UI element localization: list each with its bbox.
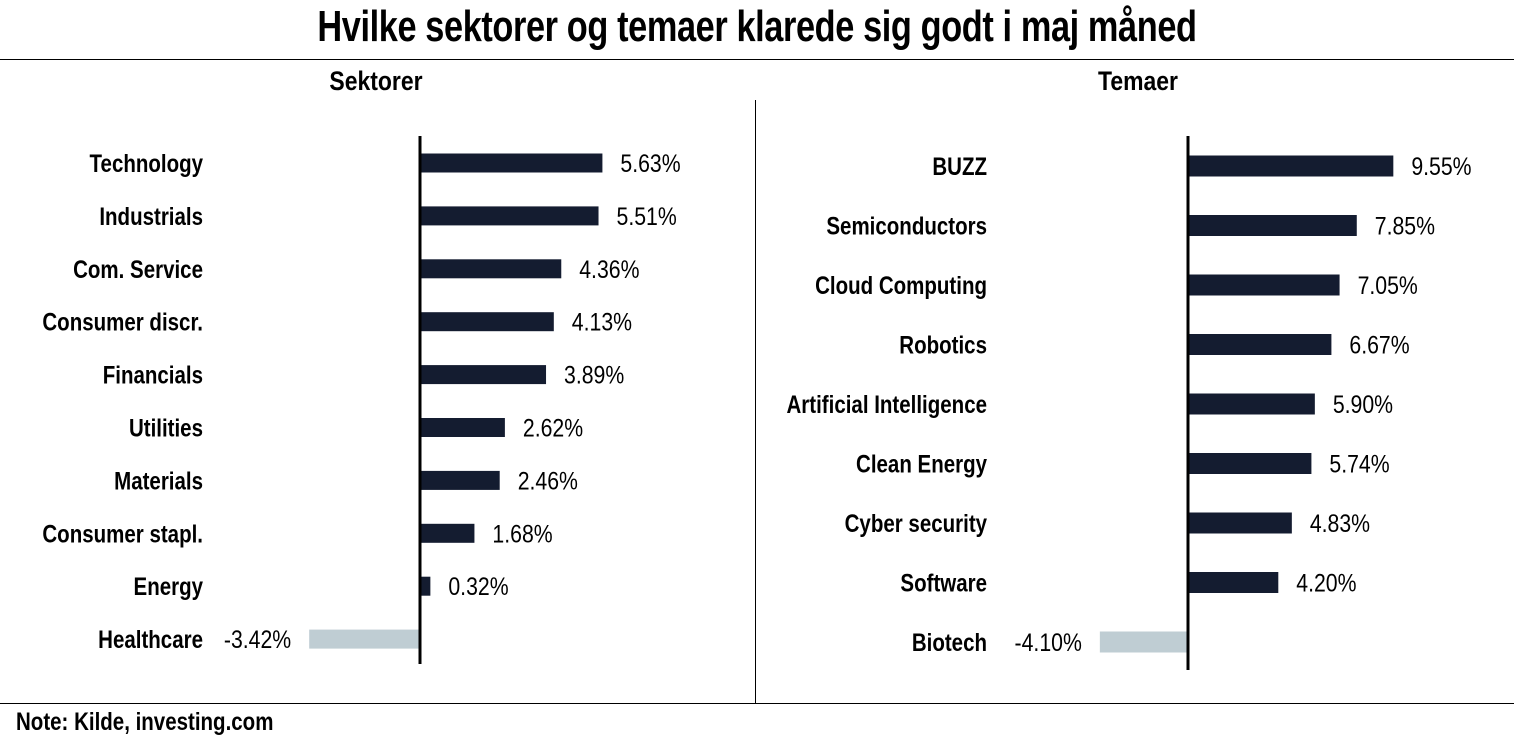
value-label-1-5: 5.74% <box>1329 450 1389 478</box>
bar-0-0 <box>420 153 603 173</box>
category-label-1-8: Biotech <box>912 628 987 656</box>
bar-0-8 <box>420 576 431 596</box>
value-label-0-0: 5.63% <box>620 149 680 177</box>
value-label-0-9: -3.42% <box>224 625 291 653</box>
value-label-0-6: 2.46% <box>518 467 578 495</box>
value-label-0-7: 1.68% <box>492 520 552 548</box>
bar-1-7 <box>1188 572 1279 593</box>
value-label-1-4: 5.90% <box>1333 390 1393 418</box>
category-label-0-1: Industrials <box>99 202 203 230</box>
bar-1-5 <box>1188 453 1312 474</box>
category-label-1-0: BUZZ <box>932 152 987 180</box>
bar-0-1 <box>420 206 599 226</box>
value-label-1-3: 6.67% <box>1349 331 1409 359</box>
value-label-1-8: -4.10% <box>1015 628 1082 656</box>
category-label-1-5: Clean Energy <box>856 450 987 478</box>
bar-1-0 <box>1188 155 1394 177</box>
category-label-0-4: Financials <box>103 361 203 389</box>
category-label-1-6: Cyber security <box>845 509 988 537</box>
category-label-0-8: Energy <box>134 572 204 600</box>
value-label-1-0: 9.55% <box>1411 152 1471 180</box>
panel-title-sektorer: Sektorer <box>329 66 423 96</box>
value-label-0-3: 4.13% <box>572 308 632 336</box>
bar-0-9 <box>309 629 420 649</box>
category-label-0-0: Technology <box>90 149 204 177</box>
value-label-0-2: 4.36% <box>579 255 639 283</box>
category-label-1-4: Artificial Intelligence <box>787 390 987 418</box>
category-label-1-1: Semiconductors <box>826 212 987 240</box>
value-label-0-1: 5.51% <box>617 202 677 230</box>
bar-0-2 <box>420 259 562 279</box>
bar-0-5 <box>420 418 505 437</box>
panel-title-temaer: Temaer <box>1098 66 1178 96</box>
title-underline <box>0 59 1514 60</box>
category-label-1-7: Software <box>900 569 987 597</box>
value-label-1-1: 7.85% <box>1375 212 1435 240</box>
category-label-1-3: Robotics <box>899 331 987 359</box>
bar-1-1 <box>1188 215 1357 236</box>
chart-title: Hvilke sektorer og temaer klarede sig go… <box>317 2 1197 51</box>
value-label-0-8: 0.32% <box>448 573 508 601</box>
bar-1-8 <box>1099 631 1188 653</box>
value-label-1-7: 4.20% <box>1296 569 1356 597</box>
category-label-0-6: Materials <box>114 466 203 494</box>
footer-line <box>0 703 1514 704</box>
bar-0-4 <box>420 365 547 385</box>
bar-0-7 <box>420 523 475 543</box>
category-label-0-7: Consumer stapl. <box>42 519 203 547</box>
bar-1-3 <box>1188 334 1332 355</box>
category-label-0-3: Consumer discr. <box>42 308 203 336</box>
category-label-1-2: Cloud Computing <box>815 271 987 299</box>
source-note: Note: Kilde, investing.com <box>16 708 274 736</box>
bar-0-3 <box>420 312 554 332</box>
bar-1-6 <box>1188 512 1292 534</box>
bar-1-2 <box>1188 274 1340 296</box>
panel-divider <box>755 100 756 704</box>
category-label-0-2: Com. Service <box>73 255 203 283</box>
value-label-0-5: 2.62% <box>523 414 583 442</box>
value-label-1-2: 7.05% <box>1358 271 1418 299</box>
category-label-0-5: Utilities <box>129 414 203 442</box>
bar-0-6 <box>420 470 500 490</box>
category-label-0-9: Healthcare <box>98 625 203 653</box>
value-label-1-6: 4.83% <box>1310 509 1370 537</box>
value-label-0-4: 3.89% <box>564 361 624 389</box>
bar-1-4 <box>1188 393 1315 415</box>
